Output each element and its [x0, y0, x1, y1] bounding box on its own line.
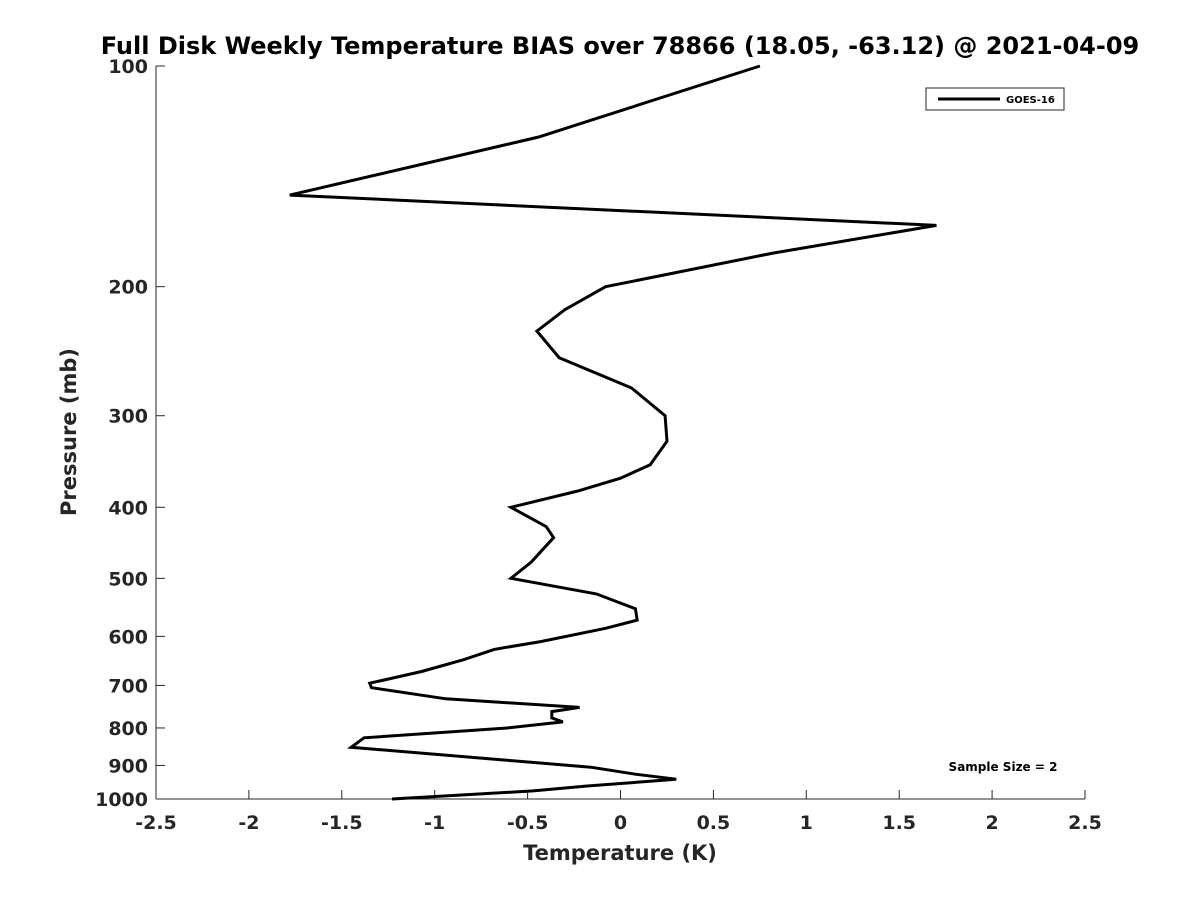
y-tick-label: 100 [108, 56, 148, 78]
y-axis-ticks: 100 200 300 400 500 600 700 800 900 1000 [95, 56, 165, 811]
x-tick-label: -1 [424, 812, 445, 834]
y-tick-label: 700 [108, 675, 148, 697]
x-tick-label: 0.5 [697, 812, 731, 834]
x-tick-label: 0 [614, 812, 627, 834]
y-tick-label: 200 [108, 277, 148, 299]
chart-title: Full Disk Weekly Temperature BIAS over 7… [101, 32, 1140, 60]
x-tick-label: 1.5 [882, 812, 916, 834]
y-tick-label: 600 [108, 626, 148, 648]
y-tick-label: 400 [108, 497, 148, 519]
y-tick-label: 500 [108, 568, 148, 590]
y-axis-label: Pressure (mb) [57, 348, 81, 516]
y-tick-label: 300 [108, 406, 148, 428]
series-layer [289, 64, 937, 801]
x-tick-label: 2.5 [1068, 812, 1102, 834]
x-tick-label: -2 [238, 812, 259, 834]
x-axis-ticks: -2.5 -2 -1.5 -1 -0.5 0 0.5 1 1.5 2 2.5 [135, 790, 1102, 834]
x-tick-label: 1 [800, 812, 813, 834]
y-tick-label: 900 [108, 755, 148, 777]
legend: GOES-16 [925, 87, 1065, 111]
x-tick-label: 2 [985, 812, 998, 834]
legend-label-goes-16: GOES-16 [1006, 95, 1055, 106]
y-tick-label: 1000 [95, 789, 148, 811]
x-tick-label: -2.5 [135, 812, 177, 834]
sample-size-annotation: Sample Size = 2 [949, 760, 1058, 774]
series-line-goes-16 [289, 64, 937, 801]
x-tick-label: -1.5 [321, 812, 363, 834]
plot-area [156, 66, 1085, 799]
x-axis-label: Temperature (K) [523, 841, 717, 865]
x-tick-label: -0.5 [507, 812, 549, 834]
y-tick-label: 800 [108, 718, 148, 740]
